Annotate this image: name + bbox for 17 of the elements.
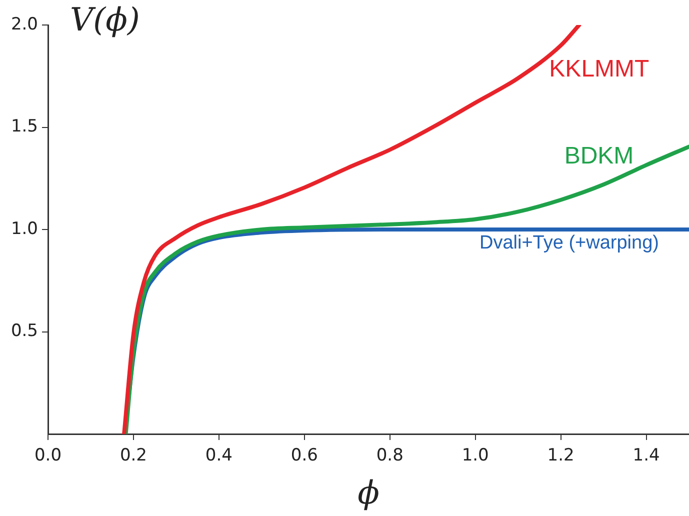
- x-tick-label: 0.8: [376, 446, 404, 466]
- y-tick-label: 0.5: [10, 321, 38, 342]
- series-label: BDKM: [564, 142, 634, 170]
- y-axis-title: V(ϕ): [70, 0, 140, 38]
- x-tick-label: 0.4: [205, 446, 232, 466]
- y-tick-label: 2.0: [10, 14, 38, 34]
- y-tick-label: 1.5: [10, 116, 38, 137]
- x-axis-title: ϕ: [358, 473, 380, 512]
- x-tick-label: 1.2: [547, 446, 574, 466]
- y-tick-label: 1.0: [10, 218, 38, 239]
- x-tick-label: 0.6: [290, 446, 318, 466]
- series-label: Dvali+Tye (+warping): [479, 232, 659, 254]
- x-tick-label: 0.2: [120, 446, 147, 466]
- series-label: KKLMMT: [549, 56, 650, 83]
- x-tick-label: 1.4: [632, 446, 660, 466]
- x-tick-label: 0.0: [34, 446, 62, 466]
- x-tick-label: 1.0: [462, 446, 489, 466]
